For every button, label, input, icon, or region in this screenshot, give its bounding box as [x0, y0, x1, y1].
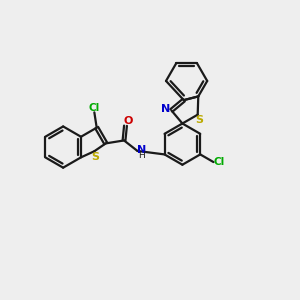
Text: H: H — [138, 152, 145, 160]
Text: O: O — [123, 116, 133, 126]
Text: N: N — [161, 104, 171, 114]
Text: Cl: Cl — [214, 157, 225, 167]
Text: N: N — [137, 145, 146, 155]
Text: S: S — [91, 152, 99, 162]
Text: Cl: Cl — [89, 103, 100, 113]
Text: S: S — [196, 115, 203, 125]
